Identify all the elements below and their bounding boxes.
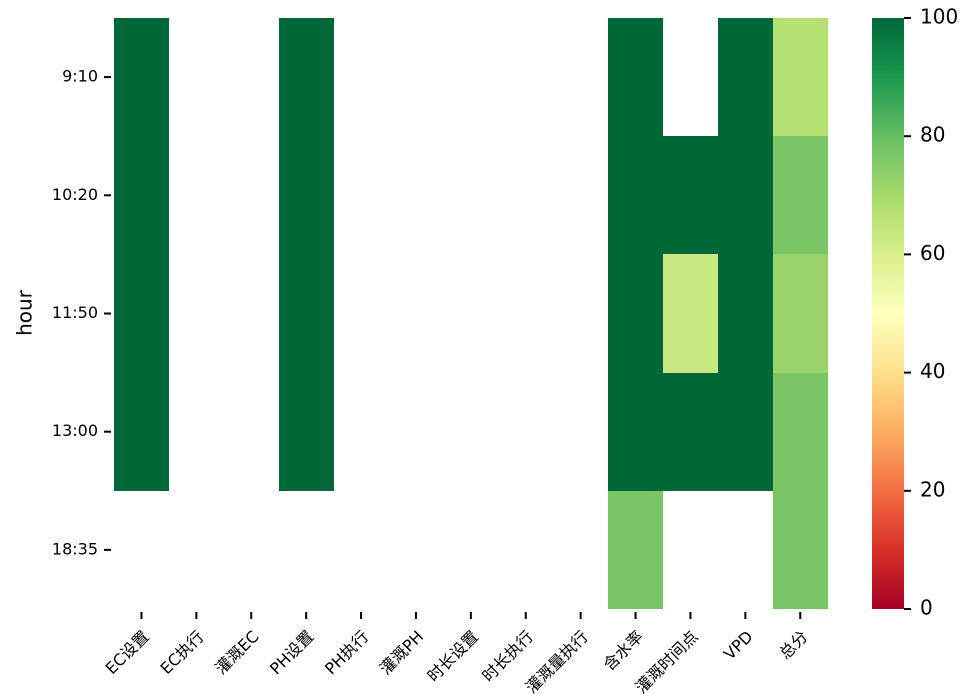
heatmap-cell: [718, 373, 773, 491]
colorbar: [872, 18, 904, 609]
x-tick-label: 灌溉PH: [376, 627, 427, 678]
heatmap-cell: [279, 136, 334, 254]
heatmap-cell: [718, 254, 773, 373]
x-tick-label: 总分: [775, 627, 811, 663]
x-tick-label: EC执行: [157, 627, 208, 678]
colorbar-tick-label: 40: [920, 359, 945, 383]
x-tick-label: PH设置: [266, 627, 317, 678]
heatmap-cell: [773, 18, 828, 136]
colorbar-tick-label: 100: [920, 5, 958, 29]
heatmap-cell: [608, 491, 663, 609]
y-axis-title: hour: [13, 289, 37, 336]
y-tick-label: 10:20: [52, 185, 98, 204]
colorbar-tick-label: 20: [920, 477, 945, 501]
heatmap-cell: [114, 254, 169, 373]
heatmap-cell: [663, 136, 718, 254]
y-axis: 9:10 10:20 11:50 13:00 18:35: [52, 67, 111, 558]
x-tick-label: 时长设置: [423, 627, 482, 686]
heatmap-cell: [279, 373, 334, 491]
colorbar-tick-label: 80: [920, 123, 945, 147]
heatmap-cell: [608, 18, 663, 136]
heatmap-cell: [718, 136, 773, 254]
y-tick-label: 11:50: [52, 303, 98, 322]
heatmap-cell: [279, 18, 334, 136]
x-tick-label: 灌溉EC: [211, 627, 262, 678]
colorbar-tick-label: 60: [920, 241, 945, 265]
y-tick-label: 18:35: [52, 539, 98, 558]
y-tick-label: 13:00: [52, 421, 98, 440]
x-tick-label: 含水率: [599, 627, 646, 674]
heatmap-cell: [773, 491, 828, 609]
heatmap-cell: [663, 373, 718, 491]
y-tick-label: 9:10: [62, 67, 98, 86]
heatmap-cell: [718, 18, 773, 136]
heatmap-cell: [608, 254, 663, 373]
colorbar-ticks: 0 20 40 60 80 100: [904, 5, 958, 620]
heatmap-cell: [114, 373, 169, 491]
x-tick-label: EC设置: [102, 627, 153, 678]
heatmap-cell: [663, 254, 718, 373]
colorbar-tick-label: 0: [920, 596, 933, 620]
heatmap-cell: [114, 136, 169, 254]
heatmap-cell: [773, 373, 828, 491]
heatmap-cell: [608, 373, 663, 491]
heatmap-cell: [773, 136, 828, 254]
heatmap-cells: [114, 18, 828, 609]
heatmap-cell: [773, 254, 828, 373]
heatmap-cell: [279, 254, 334, 373]
x-tick-label: PH执行: [321, 627, 372, 678]
heatmap-cell: [608, 136, 663, 254]
x-tick-label: VPD: [720, 627, 757, 664]
heatmap-cell: [114, 18, 169, 136]
